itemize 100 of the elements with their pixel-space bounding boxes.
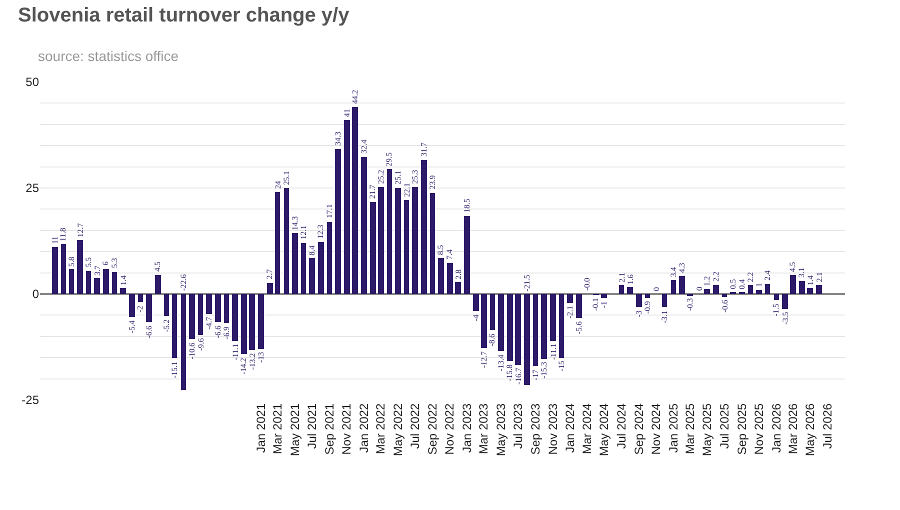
data-label: 22.1 xyxy=(402,182,412,197)
data-label: -22.6 xyxy=(178,274,188,291)
data-label: 2.2 xyxy=(711,272,720,282)
bar xyxy=(387,169,392,294)
bar xyxy=(267,283,273,294)
data-label: -6.6 xyxy=(213,326,222,338)
bar xyxy=(370,202,376,294)
x-tick-label: May 2022 xyxy=(390,403,405,456)
data-label: 2.1 xyxy=(617,272,626,283)
x-tick-label: May 2023 xyxy=(494,403,508,456)
bar xyxy=(241,294,247,354)
data-label: 21.7 xyxy=(368,184,377,199)
bar xyxy=(361,157,367,294)
bar xyxy=(94,278,100,294)
data-label: 29.5 xyxy=(384,152,394,166)
data-label: 3.4 xyxy=(668,266,678,277)
bar xyxy=(275,192,280,294)
data-label: 41 xyxy=(342,108,352,117)
data-label: -0.9 xyxy=(643,301,652,314)
data-label: -9.6 xyxy=(196,338,206,351)
bar xyxy=(138,294,143,302)
data-label: -15.1 xyxy=(170,361,180,378)
x-tick-label: May 2021 xyxy=(288,403,302,456)
data-label: 0 xyxy=(694,286,704,291)
data-label: -21.5 xyxy=(522,274,532,292)
data-label: 25.1 xyxy=(393,170,402,184)
x-tick-label: May 2024 xyxy=(597,403,612,456)
data-label: -5.4 xyxy=(127,320,136,334)
bar xyxy=(258,294,264,349)
x-tick-label: Nov 2024 xyxy=(649,403,664,455)
bar xyxy=(181,294,186,390)
bar xyxy=(671,280,676,294)
bar xyxy=(524,294,530,385)
data-label: 0 xyxy=(652,287,662,292)
x-tick-label: Jan 2021 xyxy=(254,403,268,453)
bar xyxy=(335,149,341,294)
bar xyxy=(284,188,289,294)
bar xyxy=(52,247,58,294)
data-label: 11 xyxy=(50,236,60,244)
data-label: -12.7 xyxy=(479,351,488,368)
data-label: 34.3 xyxy=(333,132,342,146)
data-label: 7.4 xyxy=(445,249,454,260)
bar xyxy=(774,294,779,300)
bar xyxy=(232,294,238,341)
x-tick-label: May 2025 xyxy=(700,403,714,456)
data-label: -1 xyxy=(599,301,608,308)
bar xyxy=(292,233,298,294)
bar xyxy=(155,275,161,294)
data-label: 18.5 xyxy=(462,198,472,213)
bar xyxy=(69,269,74,294)
bar xyxy=(473,294,479,311)
x-tick-label: Nov 2025 xyxy=(752,403,766,455)
bar xyxy=(301,243,306,294)
data-label: 3.7 xyxy=(92,266,102,276)
data-label: -11.1 xyxy=(548,344,558,360)
bar xyxy=(215,294,221,322)
data-label: -17 xyxy=(531,370,540,380)
data-label: -0.0 xyxy=(582,278,592,291)
bar xyxy=(103,269,109,294)
bar xyxy=(679,276,685,294)
data-label: -11.1 xyxy=(230,344,240,360)
x-tick-label: Mar 2026 xyxy=(786,403,800,454)
data-label: 5.8 xyxy=(66,256,76,267)
data-label: -4 xyxy=(471,314,480,322)
bar xyxy=(327,222,332,294)
x-tick-label: Jan 2022 xyxy=(356,403,371,453)
data-label: 12.3 xyxy=(316,224,325,239)
data-label: 1.6 xyxy=(626,274,635,284)
data-label: -13 xyxy=(256,352,266,363)
x-tick-label: May 2026 xyxy=(803,403,818,456)
data-label: 12.7 xyxy=(76,223,85,238)
x-tick-label: Sep 2023 xyxy=(528,403,543,455)
y-tick-label: 0 xyxy=(32,287,40,302)
data-label: 2.4 xyxy=(762,270,772,280)
data-label: 11.8 xyxy=(58,228,68,242)
data-label: -10.6 xyxy=(187,342,196,360)
bar xyxy=(507,294,513,361)
data-label: 4.5 xyxy=(788,262,798,272)
bar xyxy=(129,294,135,317)
bar xyxy=(790,275,796,294)
x-tick-label: Mar 2023 xyxy=(476,403,491,454)
data-label: 12.1 xyxy=(298,225,308,240)
bar xyxy=(799,281,805,294)
bar xyxy=(722,294,727,297)
x-tick-label: Sep 2021 xyxy=(322,403,336,455)
data-label: 25.3 xyxy=(410,170,420,184)
data-label: 4.3 xyxy=(677,262,686,273)
data-label: -13.2 xyxy=(248,353,257,370)
data-label: 0.4 xyxy=(738,279,747,290)
data-label: 5.5 xyxy=(84,257,93,268)
bar xyxy=(77,240,83,294)
x-tick-label: Jul 2021 xyxy=(305,403,319,449)
x-tick-label: Sep 2024 xyxy=(632,403,646,455)
bar xyxy=(533,294,538,366)
bar xyxy=(662,294,667,307)
data-label: -2.1 xyxy=(566,306,575,318)
data-label: 4.5 xyxy=(152,262,162,272)
data-label: 25.1 xyxy=(282,170,291,185)
data-label: 8.4 xyxy=(308,245,317,256)
bar xyxy=(627,287,633,294)
